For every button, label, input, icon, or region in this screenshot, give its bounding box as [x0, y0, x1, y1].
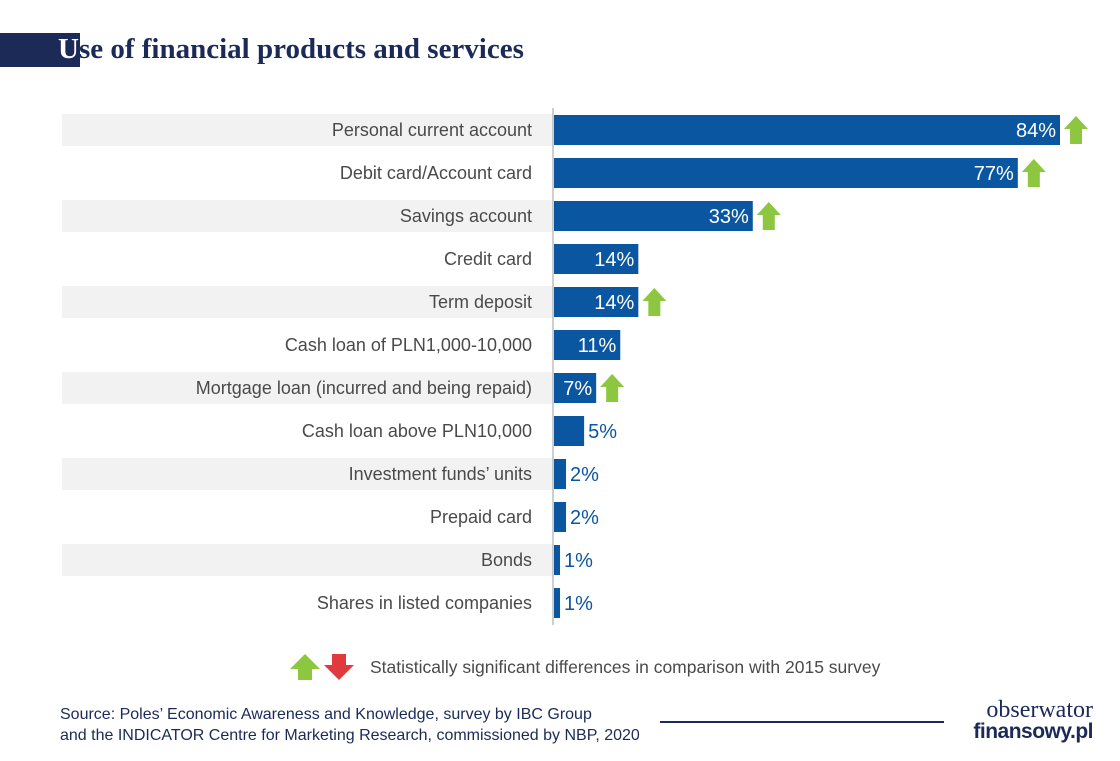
logo: obserwator finansowy.pl [953, 697, 1093, 743]
value-label: 33% [709, 206, 749, 228]
logo-line-1: obserwator [986, 697, 1093, 723]
up-arrow-icon [1064, 116, 1088, 144]
row-band [62, 200, 553, 232]
bar [554, 373, 597, 403]
source-note: Source: Poles’ Economic Awareness and Kn… [60, 704, 640, 746]
bar-row: Personal current account 84% [332, 115, 1088, 145]
footer-divider [660, 721, 944, 723]
bar-row: Savings account 33% [400, 201, 781, 231]
bar [554, 287, 639, 317]
value-label: 2% [570, 464, 599, 486]
row-bands [62, 114, 553, 576]
bar [554, 244, 639, 274]
bar-row: Cash loan above PLN10,000 5% [302, 416, 617, 446]
up-arrow-icon [756, 202, 781, 230]
category-label: Cash loan of PLN1,000-10,000 [285, 335, 532, 355]
bar-row: Credit card 14% [444, 244, 639, 274]
bar-row: Term deposit 14% [429, 287, 667, 317]
bar-row: Bonds 1% [481, 545, 593, 575]
bar [554, 416, 585, 446]
source-line-2: and the INDICATOR Centre for Marketing R… [60, 727, 640, 744]
down-arrow-shape [324, 654, 354, 680]
row-band [62, 544, 553, 576]
value-label: 1% [564, 550, 593, 572]
bar-row: Investment funds’ units 2% [349, 459, 599, 489]
bar [554, 201, 753, 231]
row-band [62, 114, 553, 146]
bar [554, 588, 561, 618]
bar [554, 158, 1018, 188]
bar [554, 545, 561, 575]
up-arrow-icon [600, 374, 625, 402]
value-label: 1% [564, 593, 593, 615]
value-label: 2% [570, 507, 599, 529]
logo-line-2: finansowy.pl [973, 720, 1093, 743]
title-accent-bar [0, 33, 80, 67]
row-band [62, 286, 553, 318]
legend-up-arrow-icon [290, 654, 320, 680]
category-label: Shares in listed companies [317, 593, 532, 613]
bar-row: Debit card/Account card 77% [340, 158, 1046, 188]
legend: Statistically significant differences in… [288, 652, 880, 682]
bar [554, 330, 621, 360]
row-band [62, 458, 553, 490]
value-label: 77% [974, 163, 1014, 185]
category-label: Savings account [400, 206, 532, 226]
bar [554, 502, 567, 532]
bar-row: Shares in listed companies 1% [317, 588, 593, 618]
up-arrow-icon [642, 288, 667, 316]
bar-row: Cash loan of PLN1,000-10,000 11% [285, 330, 621, 360]
value-label: 7% [563, 378, 592, 400]
value-label: 14% [594, 292, 634, 314]
category-label: Mortgage loan (incurred and being repaid… [196, 378, 532, 398]
bar [554, 459, 567, 489]
category-label: Personal current account [332, 120, 532, 140]
bar-row: Prepaid card 2% [430, 502, 599, 532]
page-title: Use of financial products and services [58, 30, 524, 68]
category-label: Cash loan above PLN10,000 [302, 421, 532, 441]
chart-rows: Personal current account 84% Debit card/Ac… [196, 115, 1088, 618]
legend-down-arrow-icon [324, 654, 354, 680]
source-line-1: Source: Poles’ Economic Awareness and Kn… [60, 706, 592, 723]
up-arrow-shape [290, 654, 320, 680]
bar-row: Mortgage loan (incurred and being repaid… [196, 373, 625, 403]
value-label: 5% [588, 421, 617, 443]
title-rest: se of financial products and services [78, 33, 524, 65]
title-first-letter: U [58, 33, 79, 65]
category-label: Prepaid card [430, 507, 532, 527]
category-label: Debit card/Account card [340, 163, 532, 183]
category-label: Bonds [481, 550, 532, 570]
legend-text: Statistically significant differences in… [370, 656, 881, 677]
category-label: Investment funds’ units [349, 464, 532, 484]
up-arrow-icon [1021, 159, 1046, 187]
category-label: Credit card [444, 249, 532, 269]
value-label: 14% [594, 249, 634, 271]
value-label: 11% [578, 335, 617, 357]
category-label: Term deposit [429, 292, 532, 312]
value-label: 84% [1016, 120, 1056, 142]
bar-chart: Personal current account 84% Debit card/Ac… [62, 108, 1088, 625]
row-band [62, 372, 553, 404]
bar [554, 115, 1060, 145]
